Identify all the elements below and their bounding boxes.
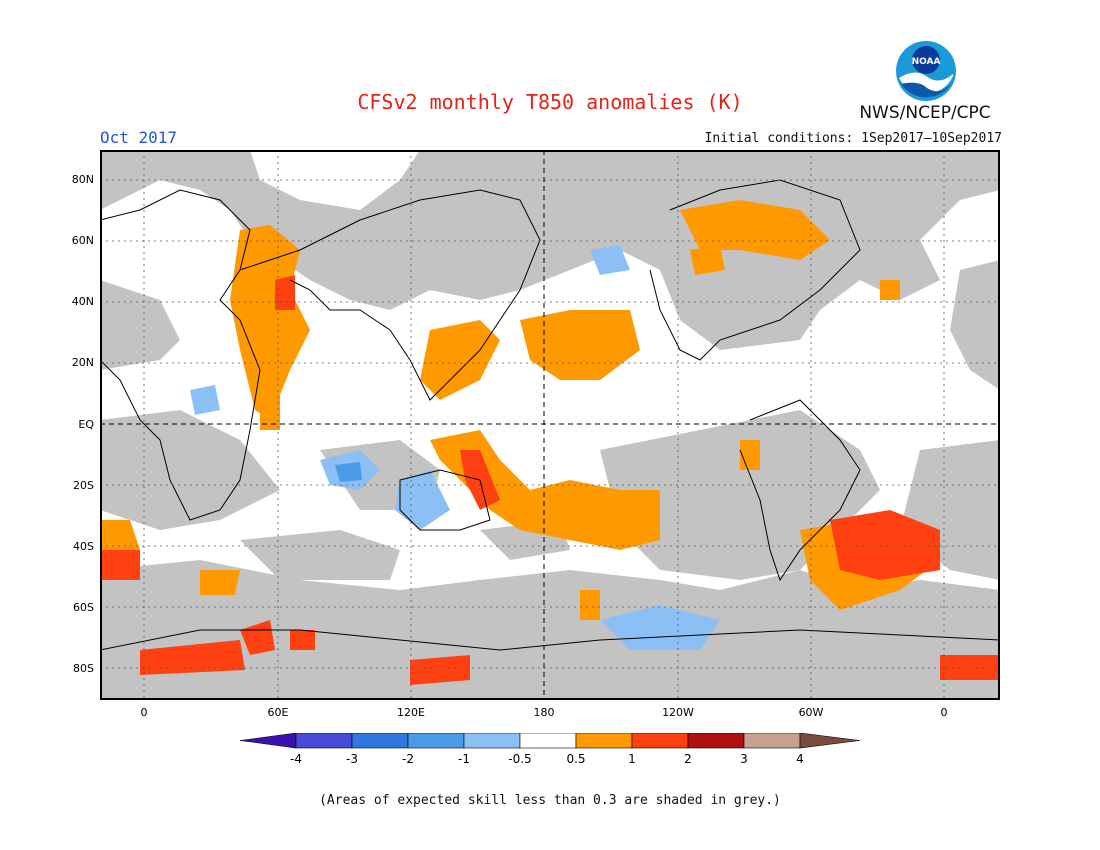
- initial-conditions: Initial conditions: 1Sep2017–10Sep2017: [704, 131, 1002, 146]
- colorbar-label-3: 3: [740, 752, 748, 766]
- grid-lines: [100, 150, 1000, 700]
- colorbar-swatch-3: [407, 733, 465, 749]
- skill-footnote: (Areas of expected skill less than 0.3 a…: [319, 793, 781, 808]
- colorbar-swatch-7: [631, 733, 689, 749]
- lon-label-60w: 60W: [798, 706, 824, 719]
- lon-label-120w: 120W: [662, 706, 694, 719]
- lon-label-0-east: 0: [940, 706, 948, 719]
- lon-label-60e: 60E: [267, 706, 289, 719]
- colorbar-swatch-1: [295, 733, 353, 749]
- anomaly-map: [100, 150, 1000, 700]
- colorbar-label-minus4: -4: [290, 752, 302, 766]
- lat-label-20n: 20N: [71, 356, 94, 369]
- lat-label-20s: 20S: [73, 479, 94, 492]
- colorbar-swatch-6: [575, 733, 633, 749]
- colorbar-swatch-2: [351, 733, 409, 749]
- lon-label-120e: 120E: [397, 706, 425, 719]
- colorbar-swatch-10: [799, 733, 860, 749]
- colorbar-swatch-5: [519, 733, 577, 749]
- colorbar-swatch-0: [240, 733, 297, 749]
- moderate-negative-anomaly-areas: [335, 462, 362, 482]
- lat-label-eq: EQ: [78, 418, 94, 431]
- lat-label-60n: 60N: [71, 234, 94, 247]
- lat-label-80n: 80N: [71, 173, 94, 186]
- agency-label: NWS/NCEP/CPC: [859, 103, 991, 123]
- svg-text:NOAA: NOAA: [912, 57, 941, 67]
- colorbar-swatch-4: [463, 733, 521, 749]
- lat-label-40n: 40N: [71, 295, 94, 308]
- color-scale-bar: [240, 733, 860, 749]
- colorbar-label-2: 2: [684, 752, 692, 766]
- lon-label-0-west: 0: [140, 706, 148, 719]
- noaa-logo-icon: NOAA: [896, 41, 956, 101]
- colorbar-swatch-9: [743, 733, 801, 749]
- colorbar-label-4: 4: [796, 752, 804, 766]
- lat-label-40s: 40S: [73, 540, 94, 553]
- colorbar-label-minus3: -3: [346, 752, 358, 766]
- colorbar-label-minus1: -1: [458, 752, 470, 766]
- strong-positive-anomaly-areas: [100, 275, 1000, 685]
- continent-outlines: [100, 179, 1000, 651]
- lat-label-60s: 60S: [73, 601, 94, 614]
- lat-label-80s: 80S: [73, 662, 94, 675]
- colorbar-label-1: 1: [628, 752, 636, 766]
- colorbar-label-minus0-5: -0.5: [508, 752, 532, 766]
- forecast-month: Oct 2017: [100, 128, 178, 147]
- map-title: CFSv2 monthly T850 anomalies (K): [357, 90, 743, 114]
- map-border: [100, 150, 1000, 700]
- lon-label-180: 180: [533, 706, 555, 719]
- colorbar-swatch-8: [687, 733, 745, 749]
- colorbar-label-minus2: -2: [402, 752, 414, 766]
- colorbar-label-0-5: 0.5: [566, 752, 586, 766]
